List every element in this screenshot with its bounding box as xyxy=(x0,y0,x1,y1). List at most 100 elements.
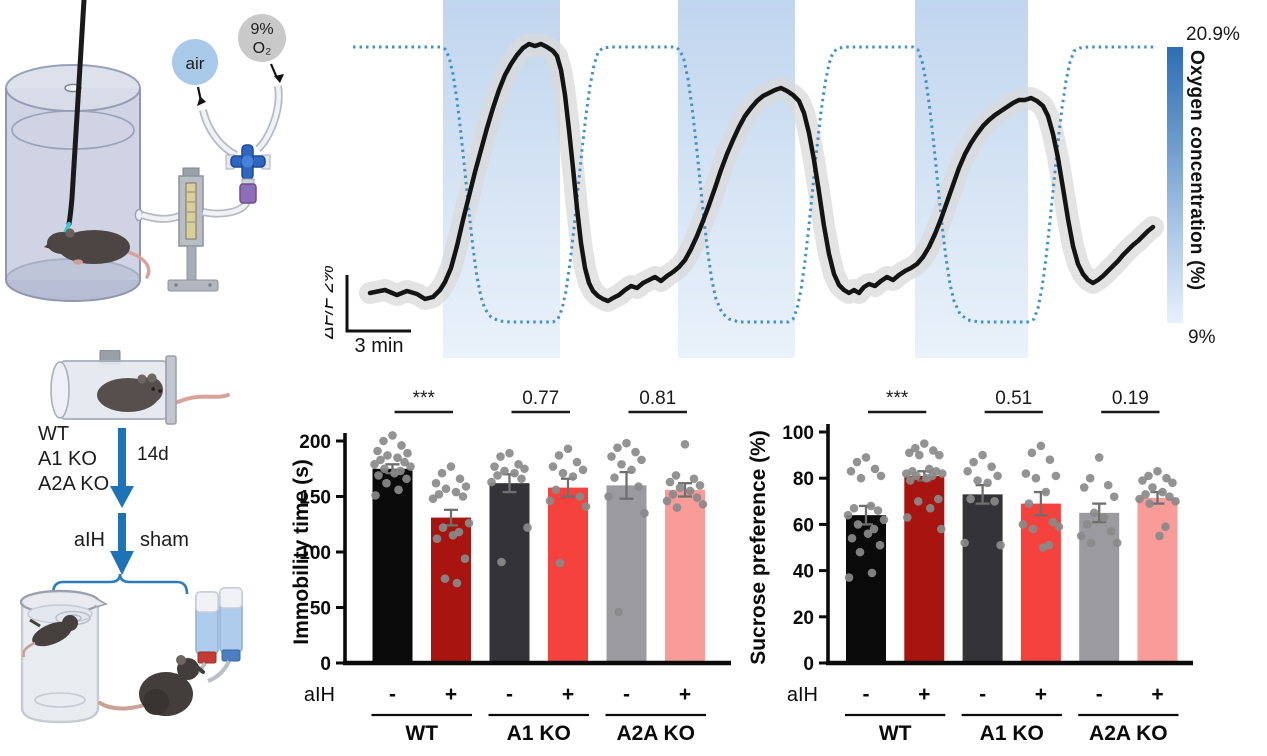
drinking-mouse-paw xyxy=(194,664,205,674)
data-point xyxy=(1028,524,1038,534)
data-point xyxy=(1045,455,1055,465)
data-point xyxy=(631,447,640,457)
data-point xyxy=(843,510,853,520)
data-point xyxy=(671,471,681,480)
swimming-mouse-paw xyxy=(29,618,41,628)
y-tick-label: 80 xyxy=(793,469,814,490)
data-point xyxy=(1041,487,1051,497)
genotype-a1ko: A1 KO xyxy=(38,448,97,470)
aih-branch-label: aIH xyxy=(74,529,105,551)
data-point xyxy=(675,483,685,492)
data-point xyxy=(1138,476,1147,485)
data-point xyxy=(434,489,444,499)
group-label: A1 KO xyxy=(507,722,571,745)
bottle-right-top xyxy=(219,587,243,609)
y-tick-label: 0 xyxy=(803,654,814,675)
data-point xyxy=(960,538,969,548)
mouse-ear xyxy=(147,373,157,383)
data-point xyxy=(978,450,987,460)
data-point xyxy=(448,531,458,540)
aih-sign: - xyxy=(389,683,396,706)
data-point xyxy=(1024,499,1034,508)
data-point xyxy=(1027,448,1037,458)
aih-row-label: aIH xyxy=(787,684,818,706)
data-point xyxy=(1099,513,1109,522)
data-point xyxy=(856,473,866,483)
data-point xyxy=(1036,441,1046,451)
data-point xyxy=(1038,543,1048,552)
swimming-mouse-head xyxy=(62,615,78,631)
restraint-tube xyxy=(50,349,230,425)
y-tick-label: 0 xyxy=(320,654,331,675)
data-point xyxy=(554,451,564,460)
data-point xyxy=(1051,471,1061,481)
colorbar-min-label: 9% xyxy=(1188,327,1216,348)
aih-sign: - xyxy=(506,683,513,706)
data-point xyxy=(545,496,555,506)
data-point xyxy=(1145,499,1154,508)
mouse-paw xyxy=(73,259,83,265)
data-point xyxy=(400,457,409,467)
aih-row-label: aIH xyxy=(304,684,335,706)
data-point xyxy=(464,518,474,528)
bar-a2ako-sham xyxy=(1079,512,1120,663)
comparison-label: 0.77 xyxy=(522,388,559,409)
data-point xyxy=(1094,453,1104,462)
mouse-ear xyxy=(65,228,75,238)
drinking-mouse-ear xyxy=(176,655,186,665)
bottle-right-cap-blue xyxy=(221,649,241,662)
data-point xyxy=(912,471,921,481)
data-point xyxy=(668,489,678,499)
data-point xyxy=(432,534,442,543)
scalebar-x-label: 3 min xyxy=(355,335,404,357)
bottle-left-cap-red xyxy=(197,651,217,664)
data-point xyxy=(622,438,631,448)
data-point xyxy=(610,473,619,482)
data-point xyxy=(520,464,529,474)
data-point xyxy=(689,474,699,484)
data-point xyxy=(403,448,412,458)
mouse-snout xyxy=(44,243,51,249)
data-point xyxy=(938,469,947,478)
data-point xyxy=(662,496,672,506)
foot-screw xyxy=(208,283,212,287)
flowmeter-foot xyxy=(167,279,219,292)
data-point xyxy=(634,482,643,491)
tube-outline xyxy=(199,108,238,159)
data-point xyxy=(371,491,380,500)
tube-left-cap xyxy=(50,361,70,419)
trace-svg: 3 min ΔF/F 2% xyxy=(317,0,1164,358)
y-axis-title: Sucrose preference (%) xyxy=(747,430,770,665)
y-tick-label: 60 xyxy=(793,515,814,536)
data-point xyxy=(1106,527,1116,536)
data-point xyxy=(1109,492,1119,501)
data-point xyxy=(490,462,499,471)
y-tick-label: 20 xyxy=(793,608,814,629)
o2-source-label-line2: O₂ xyxy=(253,40,272,57)
restrained-mouse-tail xyxy=(176,393,230,404)
forced-swim-test xyxy=(19,589,109,724)
data-point xyxy=(1135,494,1144,504)
aih-sign: - xyxy=(623,683,630,706)
data-point xyxy=(1086,538,1096,548)
aih-sign: + xyxy=(1035,683,1047,706)
data-point xyxy=(903,513,912,522)
y-tick-label: 200 xyxy=(299,432,331,453)
y-tick-label: 100 xyxy=(782,423,814,444)
immobility-bar-chart: 0 50 100 150 200 Immobility time (s) *** 0.77 0.… xyxy=(288,382,740,751)
data-point xyxy=(461,482,471,491)
data-point xyxy=(926,503,935,513)
data-point xyxy=(876,471,886,481)
data-point xyxy=(1153,466,1162,476)
data-point xyxy=(983,478,992,488)
data-point xyxy=(438,523,448,532)
comparison-label: *** xyxy=(886,388,909,409)
aih-sign: + xyxy=(562,683,574,706)
data-point xyxy=(555,558,565,568)
mouse-body xyxy=(58,230,130,264)
bar-a1ko-aih xyxy=(548,487,588,663)
data-point xyxy=(1155,531,1164,541)
colorbar-max-label: 20.9% xyxy=(1186,24,1240,45)
data-point xyxy=(925,464,934,474)
data-point xyxy=(1144,471,1153,481)
